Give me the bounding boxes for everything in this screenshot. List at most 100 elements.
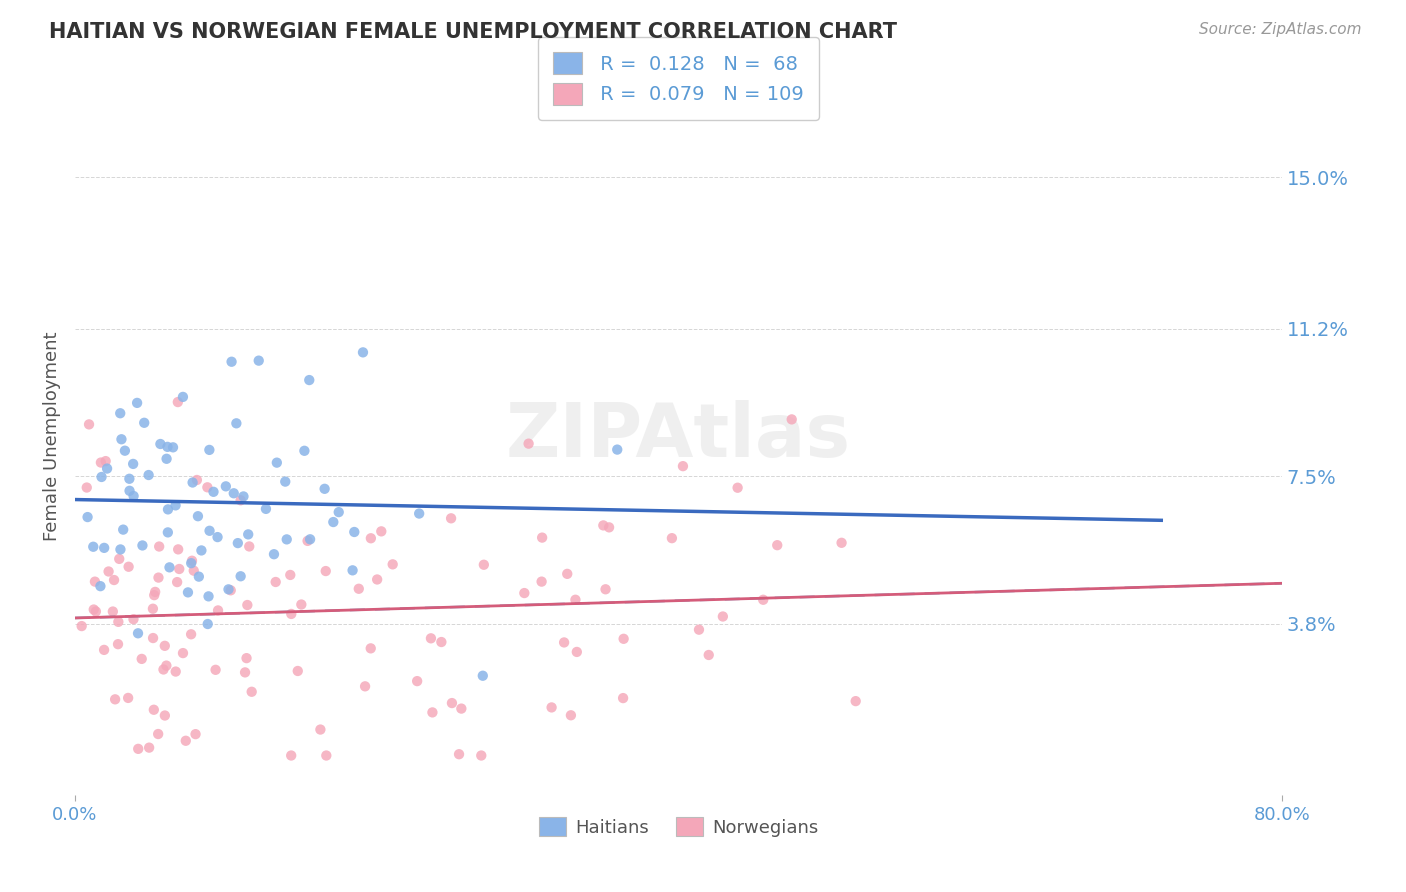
Point — [118, 483, 141, 498]
Point — [845, 694, 868, 708]
Point — [343, 524, 366, 539]
Point — [110, 406, 132, 420]
Point — [450, 701, 472, 715]
Point — [328, 505, 350, 519]
Point — [172, 390, 194, 404]
Point — [107, 637, 129, 651]
Point — [197, 590, 219, 604]
Point — [156, 525, 179, 540]
Point — [117, 559, 139, 574]
Point — [94, 454, 117, 468]
Point — [314, 482, 336, 496]
Point — [366, 573, 388, 587]
Point — [142, 703, 165, 717]
Point — [93, 541, 115, 555]
Point — [381, 558, 404, 572]
Point — [513, 586, 536, 600]
Point — [104, 692, 127, 706]
Point — [197, 480, 219, 494]
Point — [155, 451, 177, 466]
Point — [672, 459, 695, 474]
Point — [613, 632, 636, 646]
Point — [166, 575, 188, 590]
Point — [229, 569, 252, 583]
Point — [831, 536, 853, 550]
Point — [153, 639, 176, 653]
Point — [187, 509, 209, 524]
Point — [122, 612, 145, 626]
Point — [354, 679, 377, 693]
Point — [322, 515, 344, 529]
Point — [266, 456, 288, 470]
Point — [766, 538, 789, 552]
Point — [226, 536, 249, 550]
Point — [127, 396, 149, 410]
Point — [406, 674, 429, 689]
Point — [440, 696, 463, 710]
Point — [167, 542, 190, 557]
Point — [238, 527, 260, 541]
Point — [207, 603, 229, 617]
Point — [232, 490, 254, 504]
Point — [152, 663, 174, 677]
Point — [422, 706, 444, 720]
Point — [207, 530, 229, 544]
Point — [236, 598, 259, 612]
Point — [127, 626, 149, 640]
Point — [103, 573, 125, 587]
Point — [138, 468, 160, 483]
Point — [82, 540, 104, 554]
Point — [315, 564, 337, 578]
Point — [752, 592, 775, 607]
Point — [181, 475, 204, 490]
Point — [143, 585, 166, 599]
Point — [221, 355, 243, 369]
Point — [84, 605, 107, 619]
Point — [360, 531, 382, 545]
Point — [197, 617, 219, 632]
Point — [181, 554, 204, 568]
Point — [110, 432, 132, 446]
Point — [165, 499, 187, 513]
Point — [131, 652, 153, 666]
Point — [263, 547, 285, 561]
Point — [370, 524, 392, 539]
Point — [517, 436, 540, 450]
Point — [280, 607, 302, 621]
Point — [177, 585, 200, 599]
Point — [531, 531, 554, 545]
Point — [254, 501, 277, 516]
Point — [131, 538, 153, 552]
Point — [565, 645, 588, 659]
Point — [218, 582, 240, 597]
Point — [101, 605, 124, 619]
Point — [540, 700, 562, 714]
Point — [238, 540, 260, 554]
Text: HAITIAN VS NORWEGIAN FEMALE UNEMPLOYMENT CORRELATION CHART: HAITIAN VS NORWEGIAN FEMALE UNEMPLOYMENT… — [49, 22, 897, 42]
Point — [229, 493, 252, 508]
Point — [162, 440, 184, 454]
Point — [592, 518, 614, 533]
Point — [408, 507, 430, 521]
Point — [225, 417, 247, 431]
Point — [711, 609, 734, 624]
Point — [142, 601, 165, 615]
Point — [183, 564, 205, 578]
Point — [294, 443, 316, 458]
Point — [297, 533, 319, 548]
Point — [240, 685, 263, 699]
Point — [122, 489, 145, 503]
Point — [419, 632, 441, 646]
Point — [235, 651, 257, 665]
Point — [138, 740, 160, 755]
Point — [180, 556, 202, 570]
Point — [560, 708, 582, 723]
Point — [688, 623, 710, 637]
Point — [347, 582, 370, 596]
Y-axis label: Female Unemployment: Female Unemployment — [44, 332, 60, 541]
Point — [204, 663, 226, 677]
Point — [612, 691, 634, 706]
Point — [143, 588, 166, 602]
Point — [187, 569, 209, 583]
Point — [97, 565, 120, 579]
